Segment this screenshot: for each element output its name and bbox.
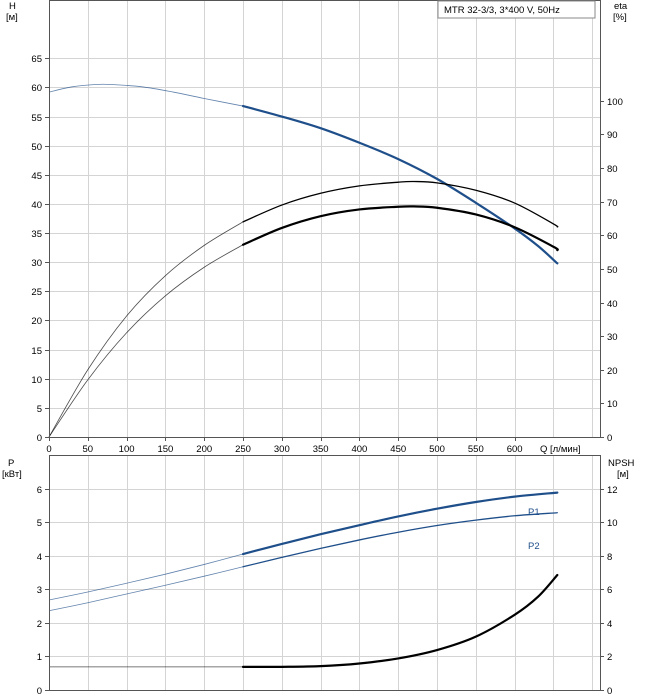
p-axis-unit: [кВт] [2,469,22,480]
top-left-tick-label: 5 [37,404,42,415]
top-left-tick-label: 35 [31,229,42,240]
bottom-series-2-operating-curve [241,573,559,668]
top-right-tick-label: 80 [607,164,618,175]
top-right-tick-label: 20 [607,366,618,377]
x-tick-label: 250 [235,444,251,455]
bottom-right-tick-label: 0 [607,686,612,697]
x-tick-label: 0 [46,444,51,455]
top-left-tick-label: 0 [37,433,42,444]
bottom-right-tick-label: 4 [607,619,612,630]
bottom-right-tick-label: 8 [607,552,612,563]
q-axis-label: Q [л/мин] [540,444,581,455]
top-series-1-operating-curve [242,180,559,228]
bottom-left-tick-label: 6 [37,485,42,496]
eta-axis-label: eta [614,1,628,12]
bottom-plot-frame [49,455,601,691]
x-tick-label: 600 [507,444,523,455]
top-left-tick-label: 40 [31,200,42,211]
top-plot-frame [49,0,601,438]
top-axes: 0 5 10 15 20 25 30 35 40 45 50 55 60 65 0 10 20 30 40 50 60 7… [31,0,623,455]
bottom-series-0-operating-curve [241,491,559,556]
x-tick-label: 50 [83,444,94,455]
bottom-left-tick-label: 3 [37,585,42,596]
bottom-grid [49,455,600,691]
x-tick-label: 100 [119,444,135,455]
npsh-axis-label: NPSH [608,458,635,469]
bottom-right-tick-label: 12 [607,485,618,496]
bottom-right-tick-label: 10 [607,518,618,529]
bottom-right-tick-label: 2 [607,652,612,663]
bottom-left-tick-label: 0 [37,686,42,697]
top-left-tick-label: 15 [31,346,42,357]
x-tick-label: 350 [313,444,329,455]
top-right-tick-label: 10 [607,399,618,410]
top-left-tick-label: 20 [31,316,42,327]
top-right-tick-label: 60 [607,231,618,242]
top-right-tick-label: 50 [607,265,618,276]
top-series-2-extended-curve [48,244,244,438]
bottom-series-1-operating-curve [242,512,558,568]
x-tick-label: 150 [157,444,173,455]
top-left-tick-label: 10 [31,375,42,386]
legend-box [437,0,596,19]
x-tick-label: 300 [274,444,290,455]
eta-axis-unit: [%] [613,12,627,23]
top-series [48,83,559,438]
series-label-p2: P2 [528,541,540,552]
top-left-tick-label: 60 [31,83,42,94]
top-right-tick-label: 90 [607,130,618,141]
top-series-0-extended-curve [48,83,244,107]
h-axis-unit: [м] [6,12,18,23]
top-left-tick-label: 50 [31,142,42,153]
top-series-0-operating-curve [241,104,559,265]
top-right-tick-label: 40 [607,299,618,310]
x-tick-label: 550 [468,444,484,455]
bottom-series-1-extended-curve [48,566,244,612]
npsh-axis-unit: [м] [617,469,629,480]
top-left-tick-label: 55 [31,113,42,124]
top-right-tick-label: 100 [607,97,623,108]
x-tick-label: 200 [196,444,212,455]
h-axis-label: H [9,1,16,12]
bottom-series [48,491,559,668]
top-series-2-operating-curve [241,205,559,252]
top-series-1-extended-curve [48,221,244,438]
bottom-series-0-extended-curve [48,553,244,601]
top-left-tick-label: 25 [31,287,42,298]
bottom-left-tick-label: 4 [37,552,42,563]
bottom-right-tick-label: 6 [607,585,612,596]
top-right-tick-label: 30 [607,332,618,343]
top-left-tick-label: 30 [31,258,42,269]
series-label-p1: P1 [528,507,540,518]
x-tick-label: 400 [351,444,367,455]
x-tick-label: 450 [390,444,406,455]
top-grid [49,0,600,438]
legend-text: MTR 32-3/3, 3*400 V, 50Hz [444,5,560,16]
top-right-tick-label: 0 [607,433,612,444]
bottom-left-tick-label: 1 [37,652,42,663]
bottom-left-tick-label: 2 [37,619,42,630]
p-axis-label: P [8,458,14,469]
top-left-tick-label: 45 [31,171,42,182]
top-right-tick-label: 70 [607,198,618,209]
bottom-left-tick-label: 5 [37,518,42,529]
x-tick-label: 500 [429,444,445,455]
top-left-tick-label: 65 [31,54,42,65]
